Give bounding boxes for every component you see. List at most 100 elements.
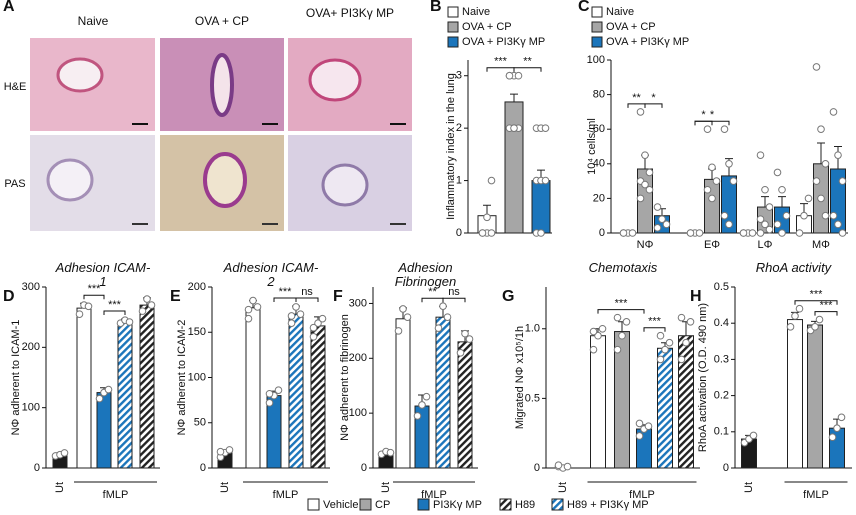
data-point bbox=[811, 323, 819, 331]
sig-bracket bbox=[486, 67, 515, 72]
legend-label: H89 + PI3Kγ MP bbox=[567, 499, 649, 511]
data-point bbox=[653, 224, 662, 232]
y-tick-label: 150 bbox=[188, 326, 206, 338]
data-point bbox=[563, 462, 572, 471]
data-point bbox=[60, 449, 69, 457]
data-point bbox=[644, 422, 653, 431]
data-point bbox=[104, 385, 113, 394]
data-point bbox=[829, 211, 838, 220]
bar bbox=[504, 101, 524, 234]
y-tick-label: 200 bbox=[188, 281, 206, 293]
panel-letter: A bbox=[3, 0, 15, 15]
data-point bbox=[645, 168, 654, 177]
bar bbox=[457, 341, 473, 469]
y-tick-label: 0 bbox=[534, 462, 540, 474]
chart-title: Chemotaxis bbox=[588, 260, 658, 275]
sig-bracket bbox=[273, 297, 297, 303]
data-point bbox=[829, 108, 838, 116]
bar bbox=[657, 347, 673, 469]
bar bbox=[117, 321, 133, 469]
data-point bbox=[812, 177, 821, 185]
data-point bbox=[661, 345, 669, 354]
y-tick-label: 100 bbox=[587, 54, 605, 66]
data-point bbox=[461, 329, 469, 338]
legend-swatch bbox=[447, 21, 459, 33]
data-point bbox=[786, 323, 795, 331]
data-point bbox=[309, 323, 318, 332]
data-point bbox=[554, 461, 563, 470]
chart-title: Adhesion ICAM-2 bbox=[223, 260, 319, 289]
sig-label: *** bbox=[88, 283, 102, 295]
airway bbox=[210, 53, 234, 117]
bar bbox=[245, 307, 261, 469]
sig-bracket bbox=[643, 327, 666, 332]
bar bbox=[678, 335, 694, 469]
error-bar bbox=[778, 196, 786, 208]
error-bar bbox=[817, 142, 825, 164]
legend-swatch bbox=[499, 498, 512, 511]
bar bbox=[76, 307, 92, 469]
sig-label: ** bbox=[428, 286, 437, 298]
y-tick-label: 0.1 bbox=[714, 426, 729, 438]
data-point bbox=[837, 413, 846, 422]
y-tick-label: 100 bbox=[349, 407, 367, 419]
x-tick-label: MΦ bbox=[812, 239, 830, 251]
data-point bbox=[613, 345, 622, 354]
y-tick-label: 300 bbox=[22, 281, 40, 293]
data-point bbox=[838, 229, 847, 237]
y-axis-label: Inflammatory index in the lung bbox=[445, 73, 457, 220]
y-tick-label: 20 bbox=[593, 192, 605, 204]
data-point bbox=[443, 313, 452, 321]
legend-label: Vehicle bbox=[323, 499, 358, 511]
data-point bbox=[838, 177, 847, 185]
y-tick-label: 100 bbox=[188, 371, 206, 383]
legend-swatch bbox=[551, 498, 564, 511]
data-point bbox=[812, 63, 821, 71]
data-point bbox=[765, 225, 774, 234]
data-point bbox=[665, 338, 674, 347]
data-point bbox=[686, 229, 695, 237]
data-point bbox=[514, 71, 523, 80]
x-tick-label: EΦ bbox=[704, 239, 720, 251]
data-point bbox=[613, 313, 622, 322]
sig-bracket bbox=[794, 300, 838, 305]
sig-label: *** bbox=[648, 316, 662, 328]
column-label: OVA + CP bbox=[194, 14, 250, 28]
data-point bbox=[274, 386, 283, 394]
panel-letter: B bbox=[430, 0, 442, 15]
legend-swatch bbox=[591, 21, 603, 33]
data-point bbox=[677, 355, 686, 364]
y-tick-label: 40 bbox=[593, 158, 605, 170]
data-point bbox=[712, 177, 721, 185]
data-point bbox=[125, 318, 134, 326]
row-label: PAS bbox=[4, 178, 26, 190]
y-tick-label: 300 bbox=[349, 297, 367, 309]
data-point bbox=[729, 177, 738, 185]
bar bbox=[395, 318, 411, 469]
data-point bbox=[677, 313, 686, 322]
error-bar bbox=[761, 196, 769, 208]
sig-label: *** bbox=[494, 56, 508, 68]
sig-label: *** bbox=[615, 298, 629, 310]
data-point bbox=[773, 168, 782, 177]
data-point bbox=[653, 203, 662, 211]
data-point bbox=[287, 319, 296, 328]
data-point bbox=[641, 151, 649, 159]
x-tick-label: Ut bbox=[219, 482, 231, 493]
y-tick-label: 2 bbox=[456, 122, 462, 134]
data-point bbox=[287, 312, 296, 320]
sig-label: ns bbox=[301, 286, 313, 298]
y-tick-label: 0.5 bbox=[525, 392, 540, 404]
data-point bbox=[244, 305, 253, 314]
airway bbox=[56, 57, 104, 93]
data-point bbox=[636, 108, 645, 116]
legend-label: H89 bbox=[515, 499, 535, 511]
group-label: fMLP bbox=[629, 489, 655, 501]
data-point bbox=[399, 305, 407, 313]
sig-label: * bbox=[710, 109, 715, 121]
y-tick-label: 0 bbox=[599, 227, 605, 239]
x-tick-label: Ut bbox=[557, 482, 569, 493]
y-tick-label: 0 bbox=[456, 227, 462, 239]
chart-title: Adhesion Fibrinogen bbox=[394, 260, 457, 289]
data-point bbox=[703, 125, 712, 133]
